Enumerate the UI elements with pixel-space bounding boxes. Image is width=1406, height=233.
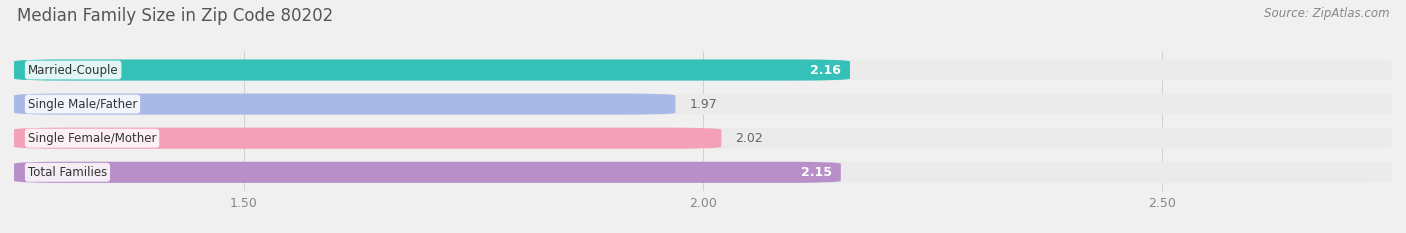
Text: Single Female/Mother: Single Female/Mother [28, 132, 156, 145]
FancyBboxPatch shape [14, 93, 1392, 115]
Text: 1.97: 1.97 [689, 98, 717, 111]
FancyBboxPatch shape [14, 162, 841, 183]
FancyBboxPatch shape [14, 59, 851, 81]
FancyBboxPatch shape [14, 128, 721, 149]
FancyBboxPatch shape [14, 93, 675, 115]
FancyBboxPatch shape [14, 128, 1392, 149]
Text: Source: ZipAtlas.com: Source: ZipAtlas.com [1264, 7, 1389, 20]
Text: Total Families: Total Families [28, 166, 107, 179]
Text: 2.16: 2.16 [810, 64, 841, 76]
Text: Median Family Size in Zip Code 80202: Median Family Size in Zip Code 80202 [17, 7, 333, 25]
FancyBboxPatch shape [14, 59, 1392, 81]
Text: 2.15: 2.15 [800, 166, 831, 179]
Text: 2.02: 2.02 [735, 132, 763, 145]
FancyBboxPatch shape [14, 162, 1392, 183]
Text: Married-Couple: Married-Couple [28, 64, 118, 76]
Text: Single Male/Father: Single Male/Father [28, 98, 138, 111]
